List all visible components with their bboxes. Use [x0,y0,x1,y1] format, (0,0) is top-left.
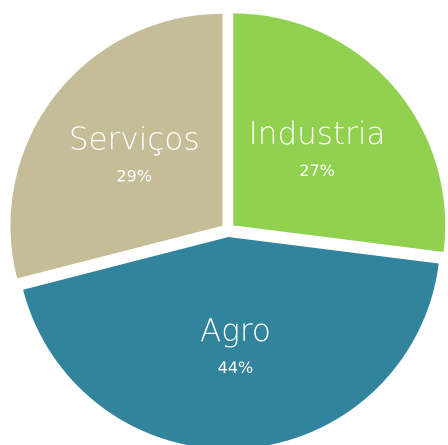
slice-value-label: 29% [116,167,152,186]
slice-label: Industria [249,116,386,152]
slice-value-label: 44% [218,358,254,377]
pie-slice [23,236,439,445]
slice-label: Agro [200,313,271,349]
pie-slice [10,13,223,279]
slice-value-label: 27% [299,161,335,180]
pie-slice [233,13,446,252]
slice-label: Serviços [69,122,200,158]
